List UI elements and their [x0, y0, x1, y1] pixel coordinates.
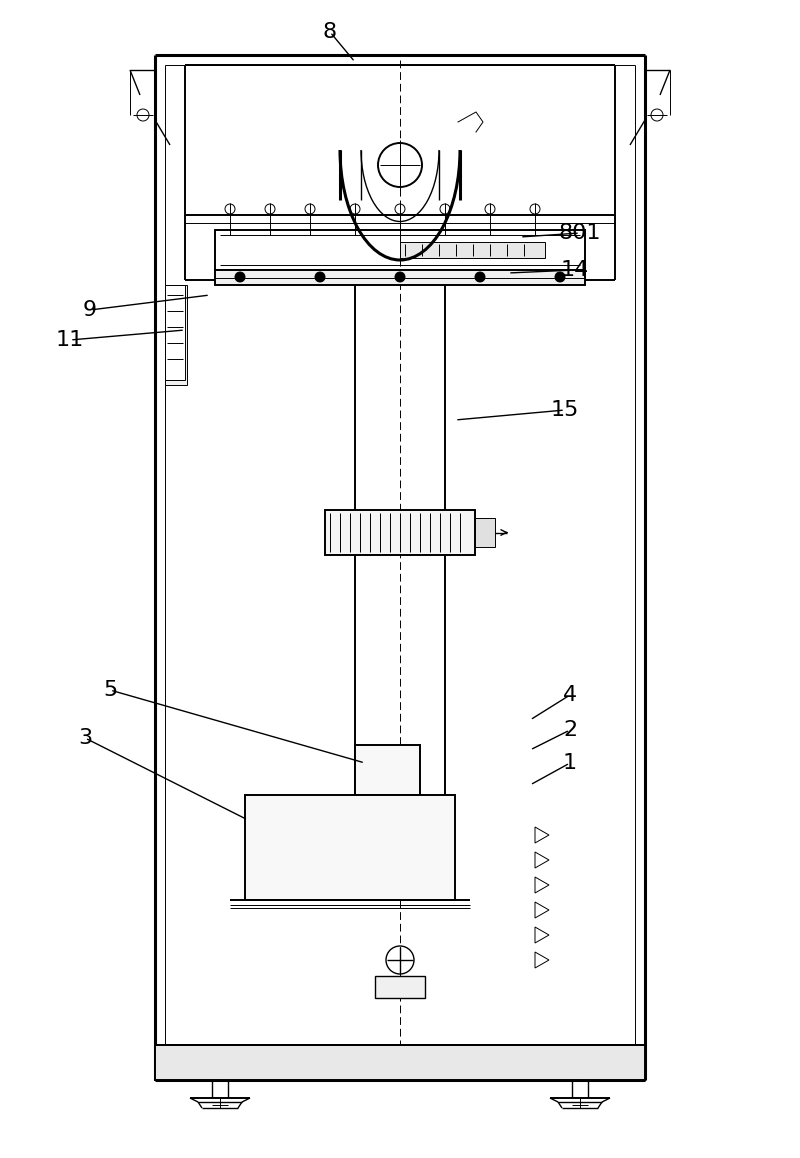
Bar	[400, 242, 545, 258]
Circle shape	[475, 272, 485, 283]
Bar	[215, 230, 585, 270]
Circle shape	[235, 272, 245, 283]
Bar	[475, 518, 495, 547]
Text: 1: 1	[563, 753, 577, 774]
Text: 801: 801	[558, 223, 602, 243]
Text: 2: 2	[563, 720, 577, 740]
Circle shape	[395, 272, 405, 283]
Bar	[245, 796, 455, 900]
Text: 11: 11	[56, 330, 84, 350]
Circle shape	[315, 272, 325, 283]
Text: 8: 8	[323, 22, 337, 42]
Text: 5: 5	[103, 680, 117, 699]
Bar	[325, 510, 475, 555]
Text: 4: 4	[563, 686, 577, 705]
Text: 15: 15	[551, 400, 579, 420]
Text: 9: 9	[83, 300, 97, 320]
Circle shape	[555, 272, 565, 283]
Bar	[375, 976, 425, 998]
Bar	[155, 1045, 645, 1080]
Text: 3: 3	[78, 728, 92, 748]
Bar	[165, 285, 187, 384]
Bar	[215, 270, 585, 285]
Text: 14: 14	[561, 261, 589, 280]
Bar	[165, 285, 185, 380]
Bar	[355, 745, 420, 796]
